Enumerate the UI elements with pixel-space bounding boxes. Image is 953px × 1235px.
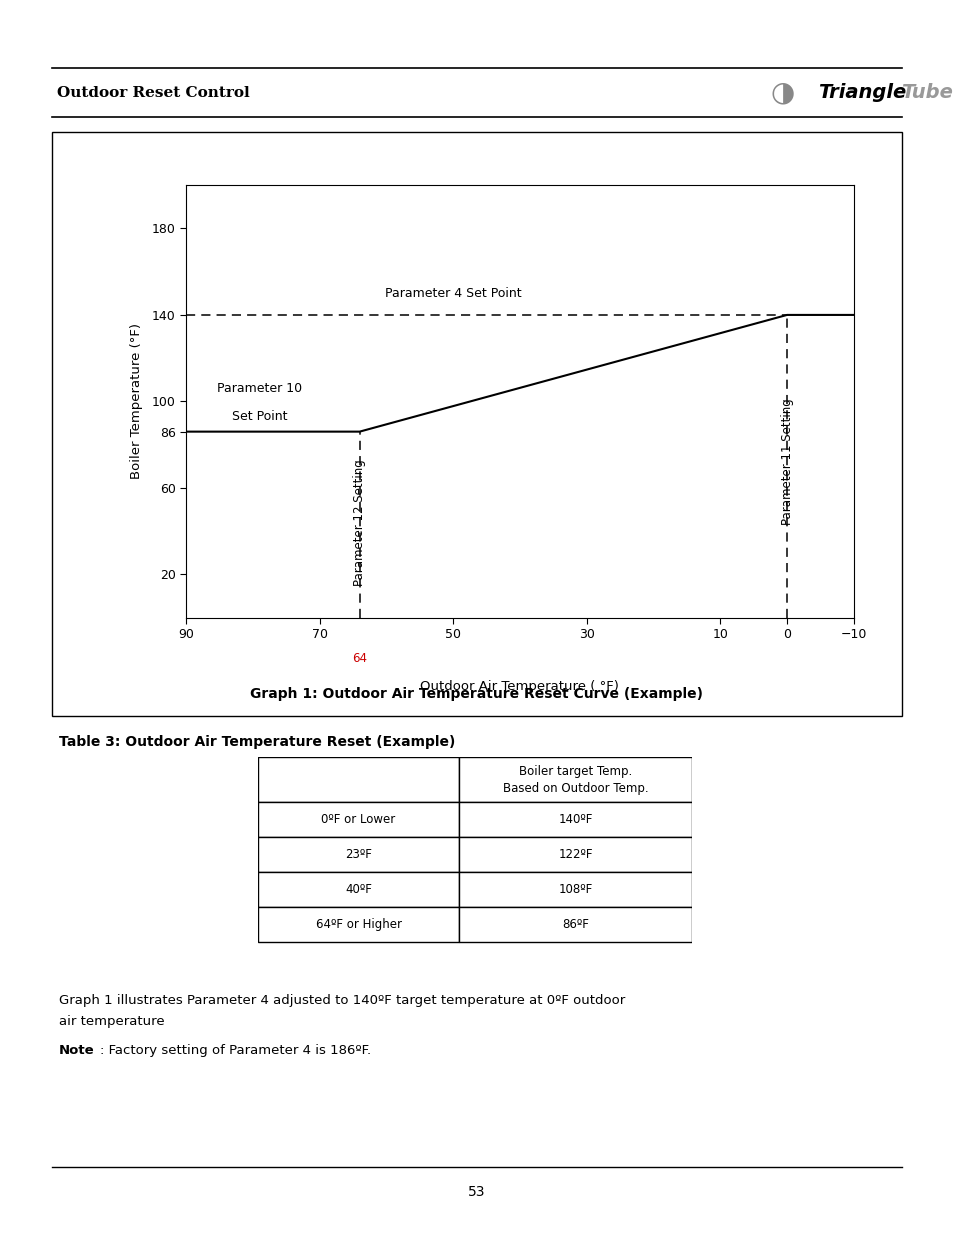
X-axis label: Outdoor Air Temperature ( °F): Outdoor Air Temperature ( °F) <box>420 679 618 693</box>
Bar <box>257 872 459 906</box>
Bar <box>459 757 691 802</box>
Text: 108ºF: 108ºF <box>558 883 592 897</box>
Text: 122ºF: 122ºF <box>558 848 592 861</box>
Text: Table 3: Outdoor Air Temperature Reset (Example): Table 3: Outdoor Air Temperature Reset (… <box>59 735 455 748</box>
Text: ◑: ◑ <box>769 79 794 106</box>
Text: Triangle: Triangle <box>817 83 905 103</box>
Y-axis label: Boiler Temperature (°F): Boiler Temperature (°F) <box>131 324 143 479</box>
Text: Parameter 10: Parameter 10 <box>216 382 302 395</box>
Text: Graph 1: Outdoor Air Temperature Reset Curve (Example): Graph 1: Outdoor Air Temperature Reset C… <box>251 688 702 701</box>
Bar <box>257 906 459 942</box>
Text: air temperature: air temperature <box>59 1015 165 1029</box>
Text: Parameter 11 Setting: Parameter 11 Setting <box>780 399 793 525</box>
Text: 140ºF: 140ºF <box>558 813 592 826</box>
Bar <box>459 802 691 837</box>
Text: Graph 1 illustrates Parameter 4 adjusted to 140ºF target temperature at 0ºF outd: Graph 1 illustrates Parameter 4 adjusted… <box>59 994 625 1008</box>
Bar <box>257 837 459 872</box>
Text: : Factory setting of Parameter 4 is 186ºF.: : Factory setting of Parameter 4 is 186º… <box>100 1044 371 1057</box>
Bar <box>257 802 459 837</box>
Text: 0ºF or Lower: 0ºF or Lower <box>321 813 395 826</box>
Text: Set Point: Set Point <box>232 410 287 424</box>
Bar <box>459 906 691 942</box>
Text: Tube: Tube <box>901 83 952 103</box>
Text: 64ºF or Higher: 64ºF or Higher <box>315 918 401 931</box>
Bar <box>459 837 691 872</box>
Text: Parameter 12 Setting: Parameter 12 Setting <box>353 459 366 585</box>
Text: 64: 64 <box>352 652 367 666</box>
Text: 53: 53 <box>468 1184 485 1199</box>
Text: 40ºF: 40ºF <box>345 883 372 897</box>
Bar <box>257 757 459 802</box>
Text: Note: Note <box>59 1044 94 1057</box>
Text: 23ºF: 23ºF <box>345 848 372 861</box>
Text: Parameter 4 Set Point: Parameter 4 Set Point <box>384 287 521 300</box>
Bar <box>459 872 691 906</box>
Text: 86ºF: 86ºF <box>561 918 588 931</box>
Text: Boiler target Temp.
Based on Outdoor Temp.: Boiler target Temp. Based on Outdoor Tem… <box>502 764 648 794</box>
Text: Outdoor Reset Control: Outdoor Reset Control <box>57 85 250 100</box>
